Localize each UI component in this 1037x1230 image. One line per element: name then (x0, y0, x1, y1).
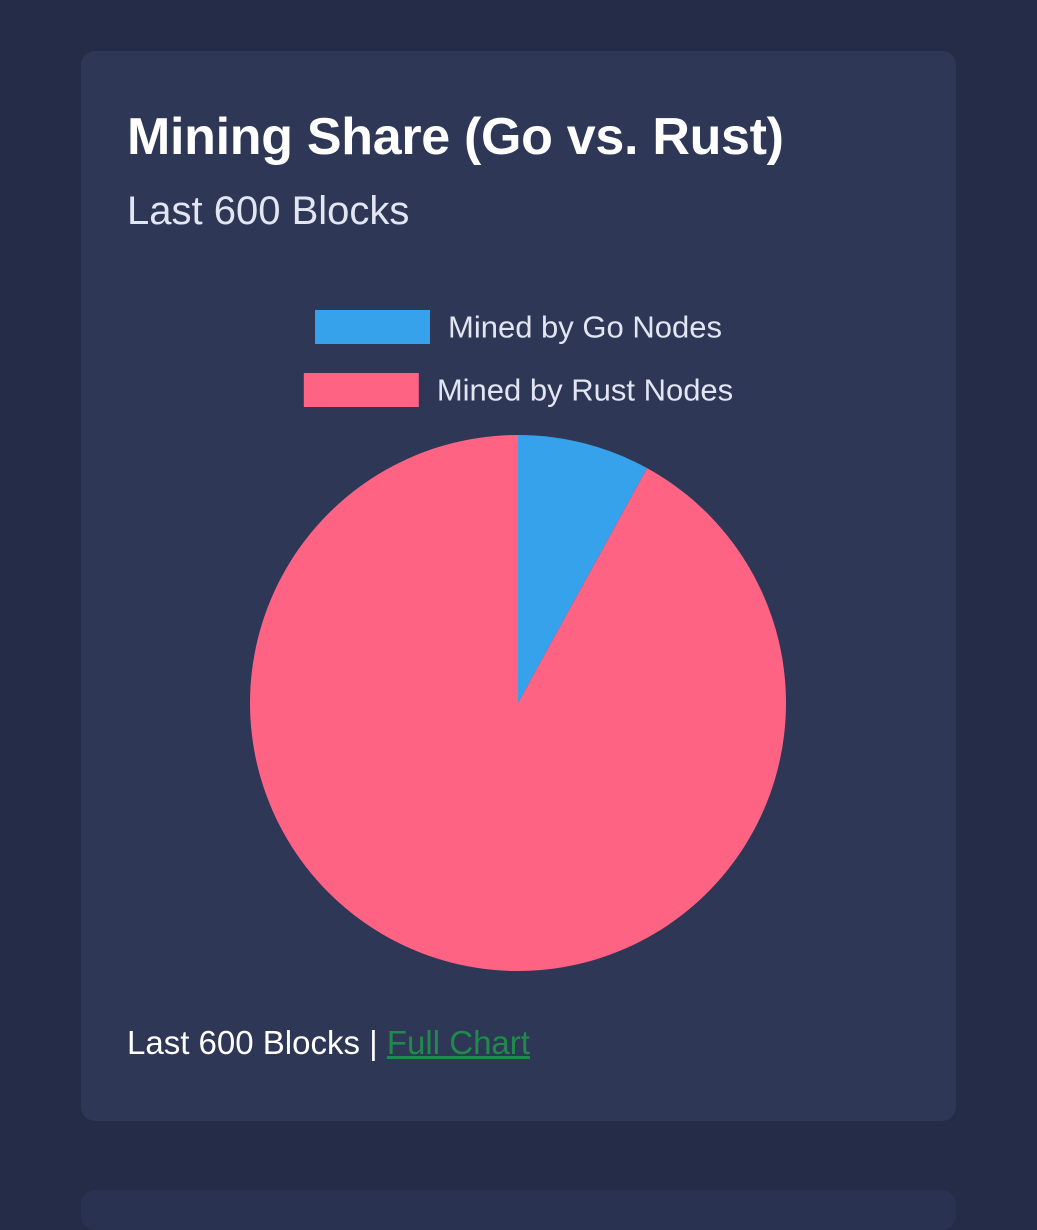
full-chart-link[interactable]: Full Chart (386, 1024, 530, 1061)
pie-slice-rust[interactable] (249, 435, 786, 971)
card-subtitle: Last 600 Blocks (127, 189, 410, 233)
chart-legend: Mined by Go Nodes Mined by Rust Nodes (303, 310, 733, 408)
footer-separator: | (359, 1024, 387, 1061)
mining-share-pie-chart: Mined by Go Nodes Mined by Rust Nodes (249, 310, 786, 971)
pie-slices (249, 435, 786, 971)
card-title: Mining Share (Go vs. Rust) (127, 108, 784, 166)
legend-label-rust: Mined by Rust Nodes (437, 373, 733, 408)
legend-swatch-go (315, 310, 431, 344)
legend-swatch-rust (303, 373, 419, 407)
card-footer: Last 600 Blocks | Full Chart (127, 1024, 530, 1062)
pie-slice-go[interactable] (518, 435, 648, 703)
legend-label-go: Mined by Go Nodes (448, 310, 722, 345)
mining-share-card: Mining Share (Go vs. Rust) Last 600 Bloc… (81, 51, 956, 1121)
footer-text: Last 600 Blocks (127, 1024, 360, 1061)
next-card (81, 1190, 956, 1230)
